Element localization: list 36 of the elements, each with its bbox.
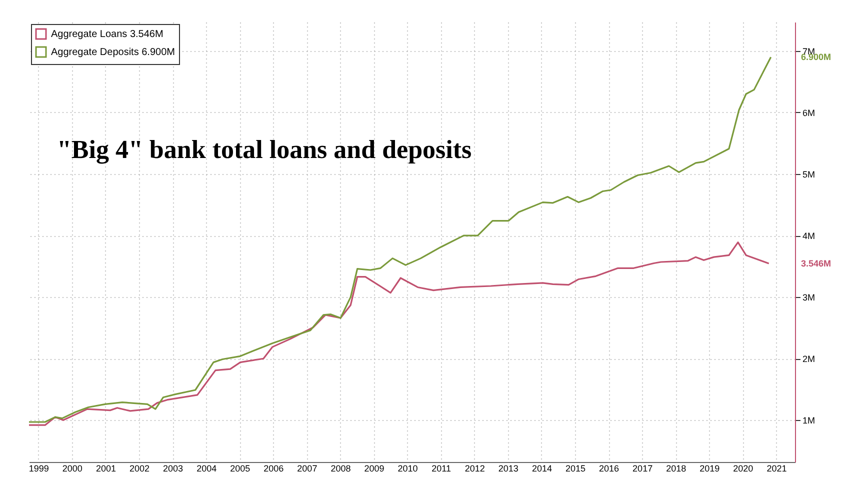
x-tick-label: 2009 bbox=[364, 464, 384, 474]
x-tick-label: 2021 bbox=[766, 464, 787, 474]
legend-label: Aggregate Loans 3.546M bbox=[51, 29, 164, 40]
x-tick-label: 2015 bbox=[565, 464, 586, 474]
x-tick-label: 2003 bbox=[163, 464, 184, 474]
x-tick-label: 2011 bbox=[432, 464, 452, 474]
x-tick-label: 2008 bbox=[330, 464, 351, 474]
x-tick-label: 2013 bbox=[498, 464, 518, 474]
x-tick-label: 2010 bbox=[398, 464, 418, 474]
legend-label: Aggregate Deposits 6.900M bbox=[51, 47, 175, 58]
x-tick-label: 2016 bbox=[599, 464, 620, 474]
x-tick-label: 2018 bbox=[666, 464, 686, 474]
text: 6.900M bbox=[801, 52, 832, 62]
text: "Big 4" bank total loans and deposits bbox=[57, 135, 472, 164]
y-tick-label: 3M bbox=[802, 292, 816, 303]
x-tick-label: 2005 bbox=[230, 464, 250, 474]
line-series bbox=[28, 242, 770, 426]
x-tick-label: 2004 bbox=[196, 464, 217, 474]
x-tick-label: 2014 bbox=[532, 464, 552, 474]
y-tick-label: 5M bbox=[802, 170, 816, 180]
line-series bbox=[28, 56, 772, 423]
text: 3.546M bbox=[801, 258, 832, 268]
x-tick-label: 2007 bbox=[297, 464, 318, 474]
x-tick-label: 2000 bbox=[62, 464, 82, 474]
x-tick-label: 2019 bbox=[700, 464, 720, 474]
x-tick-label: 2001 bbox=[96, 464, 116, 474]
y-tick-label: 1M bbox=[802, 416, 816, 426]
y-tick-label: 6M bbox=[802, 108, 816, 118]
x-tick-label: 1999 bbox=[28, 464, 49, 474]
x-tick-label: 2020 bbox=[733, 464, 754, 474]
x-tick-label: 2012 bbox=[464, 464, 485, 474]
y-tick-label: 2M bbox=[802, 354, 816, 364]
x-tick-label: 2006 bbox=[264, 464, 284, 474]
y-tick-label: 4M bbox=[802, 231, 816, 242]
x-tick-label: 2002 bbox=[129, 464, 150, 474]
x-tick-label: 2017 bbox=[632, 464, 653, 474]
